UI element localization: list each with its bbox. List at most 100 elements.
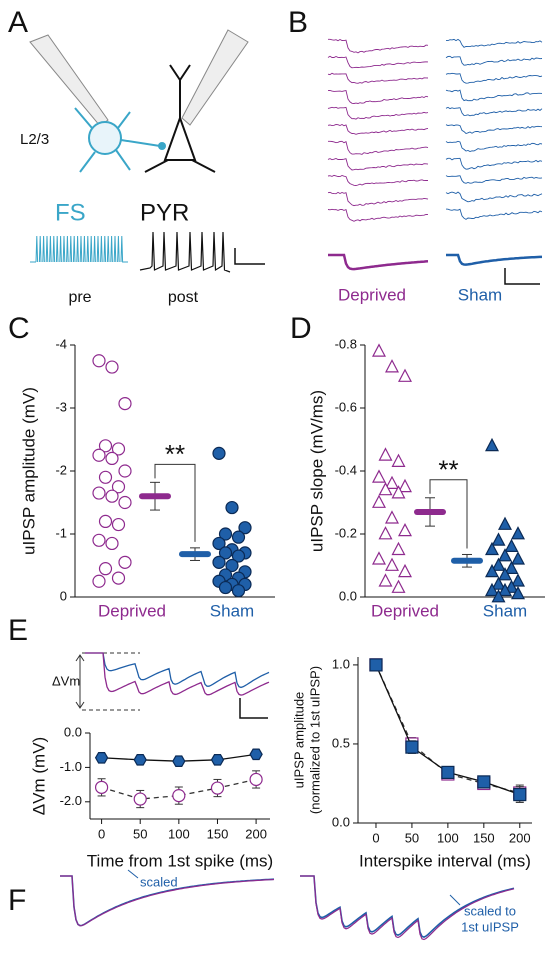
pyramidal-dendrites [144, 64, 216, 173]
panel-letter: A [8, 6, 28, 39]
fs-dendrites [74, 107, 161, 173]
data-point [212, 446, 226, 460]
data-point [218, 580, 233, 595]
data-point [485, 541, 499, 556]
data-point [210, 781, 225, 795]
data-point [385, 359, 399, 373]
trace-label: pre [68, 289, 91, 306]
data-point [105, 451, 119, 465]
trace [327, 174, 429, 186]
data-point [385, 475, 399, 489]
data-point [105, 536, 119, 551]
significance-bracket [154, 463, 196, 542]
data-point [391, 579, 406, 593]
data-point [398, 478, 412, 493]
data-point [231, 584, 246, 598]
trace [300, 875, 515, 938]
panel-letter: B [288, 6, 308, 39]
panel-letter: C [8, 312, 30, 345]
data-point [98, 439, 113, 453]
x-tick-label: 150 [473, 830, 495, 845]
data-point [498, 567, 512, 581]
electrode [29, 34, 109, 127]
scale-bar [239, 698, 268, 719]
data-point [391, 453, 406, 467]
trace [85, 652, 270, 689]
y-tick-label: -1.0 [60, 759, 82, 774]
trace [445, 89, 543, 102]
data-point [511, 573, 525, 587]
data-point [378, 526, 393, 540]
note-pointer [449, 894, 461, 906]
data-point [105, 360, 119, 374]
data-point [391, 485, 406, 499]
data-point [372, 551, 386, 565]
data-point [249, 772, 263, 787]
category-label: Deprived [98, 601, 166, 620]
y-axis-title: (normalized to 1st uIPSP) [307, 666, 322, 814]
trace [445, 72, 543, 84]
y-tick-label: 0.0 [332, 814, 350, 829]
trace [445, 38, 543, 48]
trace [327, 89, 429, 104]
data-point [405, 740, 419, 754]
y-tick-label: 1.0 [332, 656, 350, 671]
y-tick-label: -0.4 [335, 462, 357, 477]
data-point [92, 486, 106, 500]
data-point [133, 792, 147, 806]
y-tick-label: -0.8 [335, 336, 357, 351]
data-point [385, 510, 399, 524]
data-point [477, 775, 491, 789]
data-point [111, 517, 126, 532]
data-point [111, 480, 126, 494]
data-point [238, 521, 252, 535]
y-tick-label: -0.2 [335, 525, 357, 540]
data-point [92, 574, 106, 588]
panel-letter: D [290, 312, 312, 345]
data-point [231, 549, 246, 563]
trace [327, 72, 429, 84]
y-tick-label: -0.6 [335, 399, 357, 414]
data-point [118, 555, 132, 569]
data-point [98, 470, 113, 484]
trace [300, 875, 515, 941]
data-point [212, 536, 226, 551]
data-point [485, 563, 499, 578]
inset-label: ΔVm [52, 673, 80, 688]
pyramidal-soma [163, 115, 197, 161]
data-point [118, 396, 132, 411]
trace [445, 55, 543, 66]
data-point [372, 494, 386, 508]
electrode [181, 29, 249, 126]
x-tick-label: 100 [437, 830, 459, 845]
significance: ** [438, 455, 458, 485]
y-tick-label: 0.0 [64, 724, 82, 739]
x-tick-label: 200 [509, 830, 531, 845]
y-tick-label: -1 [55, 525, 67, 540]
x-tick-label: 0 [372, 830, 379, 845]
data-point [225, 500, 239, 515]
category-label: Sham [210, 601, 254, 620]
pyr-spikes [139, 231, 231, 273]
data-point [491, 589, 506, 603]
data-point [98, 514, 113, 529]
data-point [94, 780, 109, 794]
y-axis-title: ΔVm (mV) [29, 737, 48, 815]
category-label: Sham [483, 601, 527, 620]
data-point [118, 495, 132, 510]
data-point [111, 571, 126, 585]
group-label: Sham [458, 285, 502, 304]
data-point [511, 586, 525, 600]
data-point [369, 658, 383, 672]
average-trace [446, 253, 542, 266]
data-point [105, 489, 119, 503]
trace-note: scaled to [464, 903, 516, 918]
data-point [94, 751, 109, 764]
scale-bar [234, 248, 265, 265]
data-point [504, 538, 519, 553]
cell-label: PYR [140, 199, 189, 226]
data-point [231, 530, 246, 544]
